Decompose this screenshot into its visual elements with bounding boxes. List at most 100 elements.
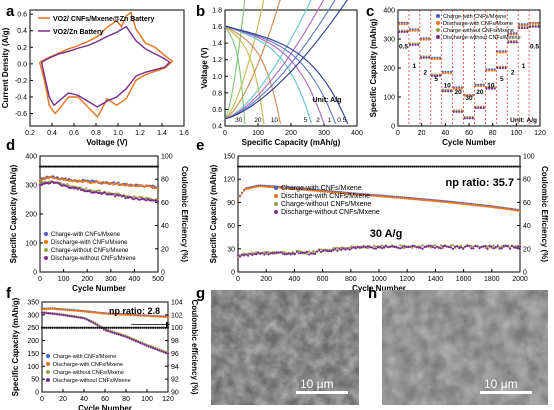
cycle-point	[462, 203, 464, 205]
cycle-point	[336, 250, 338, 252]
cycle-point	[282, 252, 284, 254]
cycle-point	[375, 248, 377, 250]
cycle-point	[143, 344, 145, 346]
cycle-point	[165, 316, 167, 318]
cycle-point	[85, 187, 87, 189]
rate-point	[499, 67, 501, 69]
cycle-point	[334, 165, 336, 167]
cycle-point	[41, 327, 43, 329]
legend-label: Discharge-without CNFs/Mxene	[443, 35, 521, 41]
y-tick-label: 350	[27, 300, 39, 307]
y-tick-label: 1.4	[212, 41, 222, 48]
cycle-point	[399, 244, 401, 246]
rate-label: 5	[434, 76, 438, 83]
cycle-point	[472, 204, 474, 206]
cycle-point	[377, 246, 379, 248]
cycle-point	[474, 165, 476, 167]
cycle-point	[507, 245, 509, 247]
cycle-point	[163, 316, 165, 318]
cycle-point	[294, 165, 296, 167]
cycle-point	[298, 250, 300, 252]
rate-point	[447, 72, 449, 74]
rate-label: 30	[465, 95, 473, 102]
rate-point	[439, 75, 441, 77]
cycle-point	[484, 245, 486, 247]
cycle-point	[373, 245, 375, 247]
x-tick-label: 100	[141, 396, 153, 403]
rate-point	[455, 111, 457, 113]
x-tick-label: 0	[396, 130, 400, 137]
x-tick-label: 0.6	[69, 130, 79, 137]
rate-point	[398, 31, 400, 33]
cycle-point	[41, 308, 43, 310]
cycle-point	[251, 165, 253, 167]
cycle-point	[45, 308, 47, 310]
y-right-tick-label: 92	[171, 377, 179, 384]
rate-label: 20	[476, 89, 484, 96]
cycle-point	[456, 245, 458, 247]
legend-marker	[44, 232, 48, 236]
cycle-point	[81, 317, 83, 319]
x-tick-label: 100	[252, 130, 264, 137]
cycle-point	[320, 165, 322, 167]
cycle-point	[120, 334, 122, 336]
rate-point	[428, 57, 430, 59]
cycle-point	[430, 165, 432, 167]
cycle-point	[239, 165, 241, 167]
cycle-point	[507, 208, 509, 210]
cycle-point	[292, 253, 294, 255]
chart-a: 0.2 0.4 0.6 0.8 1.0 1.2 1.4 1.6-0.6-0.4-0.20.00…	[1, 10, 189, 147]
cycle-point	[255, 186, 257, 188]
cycle-point	[379, 165, 381, 167]
cycle-point	[43, 308, 45, 310]
cycle-point	[393, 246, 395, 248]
cycle-point	[351, 165, 353, 167]
rate-label: 1	[522, 63, 526, 70]
cycle-point	[363, 246, 365, 248]
y-right-tick-label: 100	[171, 325, 183, 332]
cycle-point	[409, 198, 411, 200]
cycle-point	[466, 165, 468, 167]
cycle-point	[69, 315, 71, 317]
cycle-point	[45, 312, 47, 314]
x-tick-label: 200	[260, 276, 272, 283]
cycle-point	[334, 248, 336, 250]
cycle-point	[464, 245, 466, 247]
cycle-point	[411, 165, 413, 167]
y-tick-label: 100	[27, 364, 39, 371]
cycle-point	[302, 165, 304, 167]
y-tick-label: 300	[25, 183, 37, 190]
cycle-point	[493, 247, 495, 249]
rate-label: 5	[304, 117, 308, 124]
cycle-point	[503, 165, 505, 167]
cycle-point	[286, 253, 288, 255]
cycle-point	[88, 320, 90, 322]
rate-point	[406, 31, 408, 33]
rate-point	[458, 111, 460, 113]
cycle-point	[460, 203, 462, 205]
cycle-point	[355, 165, 357, 167]
rate-point	[433, 58, 435, 60]
cycle-point	[324, 249, 326, 251]
cycle-point	[393, 196, 395, 198]
cycle-point	[403, 245, 405, 247]
np-ratio-annotation: np ratio: 35.7	[446, 177, 514, 189]
cycle-point	[267, 186, 269, 188]
legend-label: Charge-with CNFs/Mxene	[53, 354, 116, 360]
cycle-point	[75, 310, 77, 312]
cycle-point	[47, 312, 49, 314]
cycle-point	[511, 165, 513, 167]
y-right-tick-label: 60	[523, 200, 531, 207]
legend-label: Discharge-with CNFs/Mxene	[53, 362, 123, 368]
cycle-point	[338, 165, 340, 167]
cycle-point	[442, 165, 444, 167]
cycle-point	[342, 248, 344, 250]
y-tick-label: -0.6	[15, 111, 27, 118]
cycle-point	[409, 165, 411, 167]
cycle-point	[407, 198, 409, 200]
cycle-point	[478, 165, 480, 167]
legend-marker	[46, 370, 50, 374]
cycle-point	[365, 246, 367, 248]
cycle-point	[160, 350, 162, 352]
rate-label: 0.5	[399, 44, 408, 51]
